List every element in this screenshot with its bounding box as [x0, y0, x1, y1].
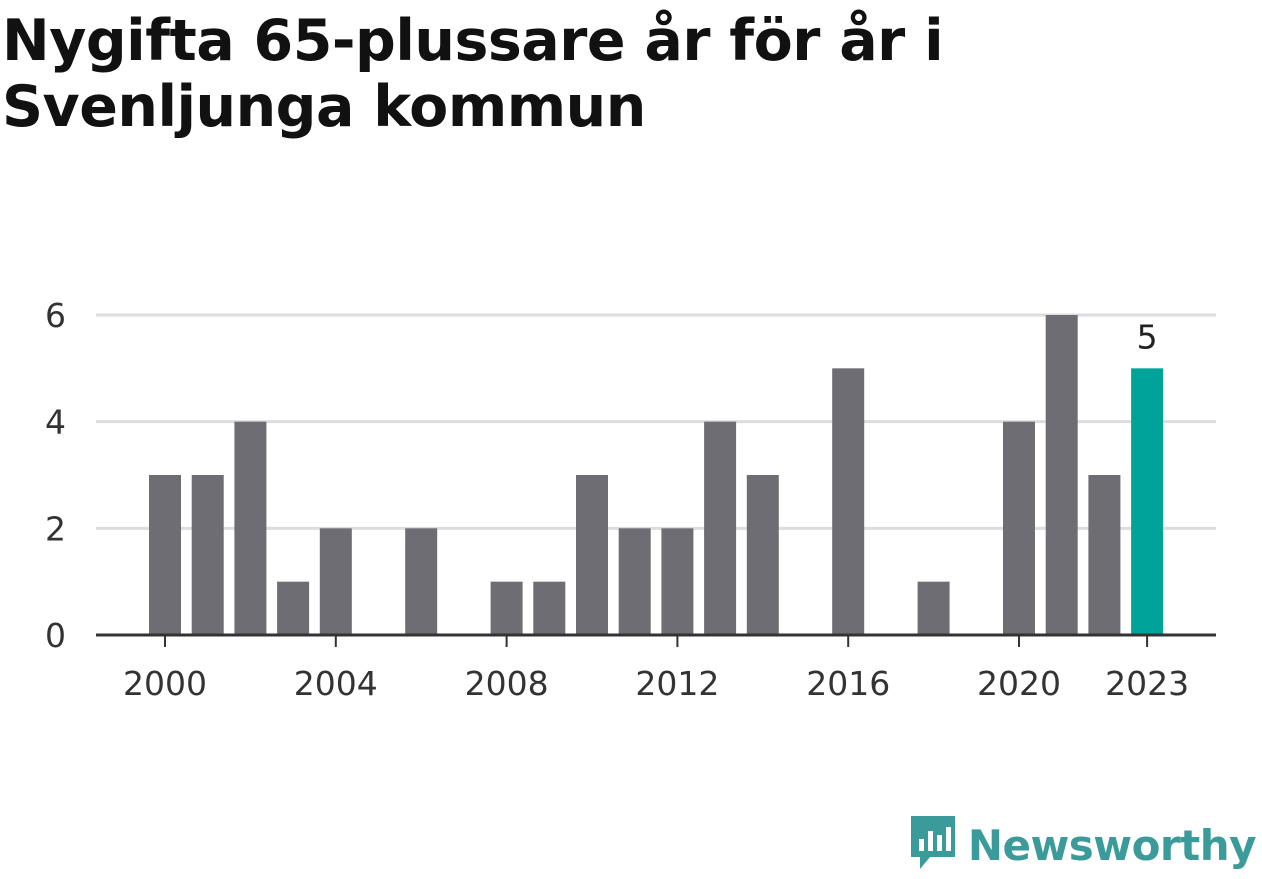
x-tick-label: 2008	[465, 664, 549, 703]
bar	[576, 475, 608, 635]
bar	[191, 475, 224, 635]
labels: 0 2 4 6 2000 2004 2008 2012 2016 2020 2023 5	[45, 296, 1189, 703]
data-label: 5	[1137, 317, 1158, 356]
bar	[149, 475, 181, 635]
x-tick-label: 2020	[977, 664, 1061, 703]
bar	[661, 528, 694, 635]
bar	[832, 368, 865, 635]
bar	[1045, 315, 1078, 635]
newsworthy-logo-icon	[908, 813, 958, 877]
y-tick-label: 4	[45, 403, 66, 442]
bar	[917, 581, 950, 635]
bar	[746, 475, 779, 635]
bar	[1131, 368, 1164, 635]
bars	[149, 315, 1164, 635]
brand-name: Newsworthy	[967, 820, 1257, 870]
bar	[1003, 421, 1035, 635]
axes	[96, 633, 1216, 647]
x-tick-label: 2016	[806, 664, 890, 703]
y-tick-label: 0	[45, 616, 66, 655]
chart-title: Nygifta 65-plussare år för år i Svenljun…	[2, 8, 944, 140]
x-tick-label: 2000	[123, 664, 207, 703]
x-tick-label: 2012	[635, 664, 719, 703]
bar-chart: 0 2 4 6 2000 2004 2008 2012 2016 2020 2023 5	[45, 296, 1216, 703]
bar	[618, 528, 651, 635]
bar	[533, 581, 566, 635]
bar	[319, 528, 352, 635]
bar	[1088, 475, 1121, 635]
bar	[405, 528, 438, 635]
y-tick-label: 6	[45, 296, 66, 335]
bar	[704, 421, 737, 635]
y-tick-label: 2	[45, 509, 66, 548]
x-tick-label: 2004	[294, 664, 378, 703]
brand-logo: Newsworthy	[908, 813, 1257, 877]
bar	[277, 581, 310, 635]
bar	[490, 581, 523, 635]
x-tick-label: 2023	[1105, 664, 1189, 703]
bar	[234, 421, 267, 635]
